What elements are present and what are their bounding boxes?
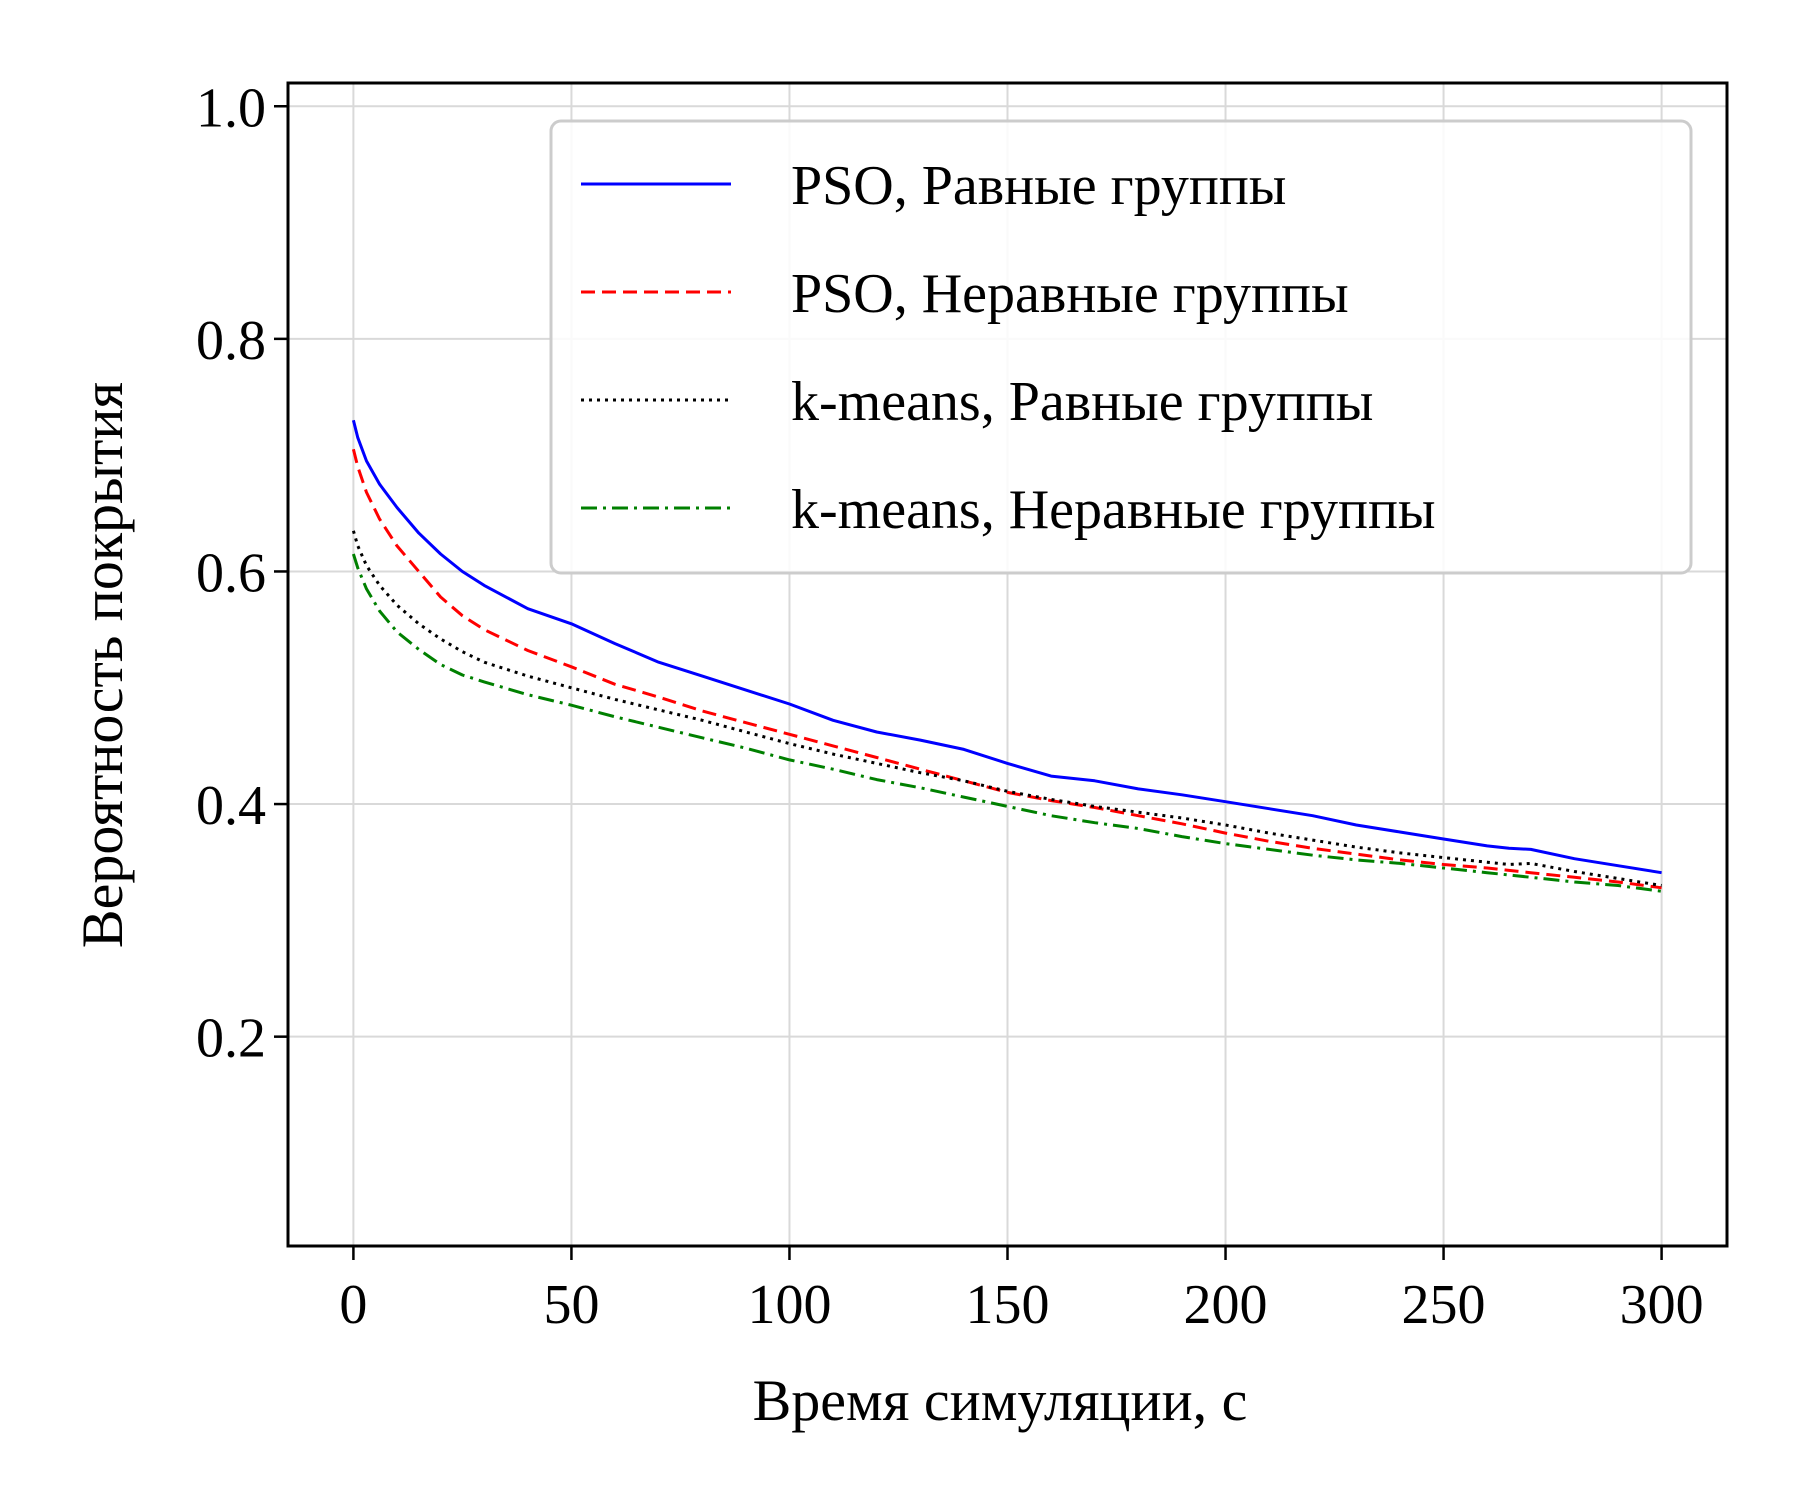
x-tick-label: 50 bbox=[543, 1274, 599, 1336]
x-tick-label: 300 bbox=[1620, 1274, 1704, 1336]
x-tick-label: 150 bbox=[966, 1274, 1050, 1336]
legend-box bbox=[549, 119, 1693, 575]
series-line-3 bbox=[351, 530, 1662, 887]
y-axis-label: Вероятность покрытия bbox=[70, 382, 135, 948]
x-tick-label: 0 bbox=[339, 1274, 367, 1336]
legend-label: k-means, Неравные группы bbox=[791, 479, 1436, 541]
legend-label: PSO, Неравные группы bbox=[791, 263, 1349, 325]
series-line-1 bbox=[351, 419, 1662, 875]
legend-label: PSO, Равные группы bbox=[791, 155, 1286, 217]
y-tick-label: 0.8 bbox=[196, 310, 266, 372]
x-tick-label: 250 bbox=[1402, 1274, 1486, 1336]
y-tick-label: 1.0 bbox=[196, 77, 266, 139]
x-axis-ticks: 0 50 100 150 200 250 300 bbox=[339, 1246, 1704, 1336]
plot-series bbox=[351, 419, 1662, 893]
legend-label: k-means, Равные группы bbox=[791, 371, 1373, 433]
legend: PSO, Равные группы PSO, Неравные группы k-… bbox=[549, 119, 1693, 575]
y-tick-label: 0.2 bbox=[196, 1008, 266, 1070]
y-tick-label: 0.6 bbox=[196, 542, 266, 604]
y-axis-ticks: 0.2 0.4 0.6 0.8 1.0 bbox=[196, 77, 288, 1070]
y-tick-label: 0.4 bbox=[196, 775, 266, 837]
series-line-2 bbox=[351, 448, 1662, 890]
x-axis-label: Время симуляции, с bbox=[753, 1368, 1248, 1433]
x-tick-label: 200 bbox=[1184, 1274, 1268, 1336]
x-tick-label: 100 bbox=[747, 1274, 831, 1336]
series-line-4 bbox=[351, 553, 1662, 893]
